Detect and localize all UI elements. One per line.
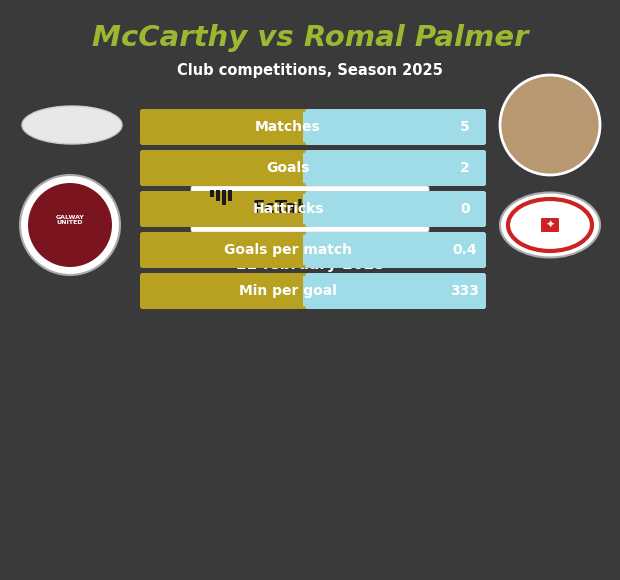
Text: 0: 0 — [460, 202, 470, 216]
Text: FcTables.com: FcTables.com — [252, 199, 388, 217]
Circle shape — [500, 75, 600, 175]
FancyBboxPatch shape — [140, 150, 321, 186]
FancyBboxPatch shape — [305, 273, 486, 309]
Bar — [303, 112, 323, 142]
FancyBboxPatch shape — [140, 191, 486, 227]
Bar — [228, 190, 232, 201]
Text: 0.4: 0.4 — [453, 243, 477, 257]
Circle shape — [28, 183, 112, 267]
Text: GALWAY
UNITED: GALWAY UNITED — [56, 215, 84, 226]
Text: 333: 333 — [451, 284, 479, 298]
FancyBboxPatch shape — [140, 273, 486, 309]
FancyBboxPatch shape — [305, 109, 486, 145]
FancyBboxPatch shape — [300, 191, 486, 227]
Text: Goals: Goals — [267, 161, 309, 175]
Text: McCarthy vs Romal Palmer: McCarthy vs Romal Palmer — [92, 24, 528, 52]
Text: Matches: Matches — [255, 120, 321, 134]
FancyBboxPatch shape — [191, 186, 429, 232]
Bar — [146, 276, 313, 306]
Text: Min per goal: Min per goal — [239, 284, 337, 298]
FancyBboxPatch shape — [140, 232, 486, 268]
Text: 22 february 2025: 22 february 2025 — [236, 256, 384, 271]
Bar — [146, 235, 313, 265]
Bar — [303, 194, 323, 224]
Bar — [303, 235, 323, 265]
Bar — [216, 190, 220, 201]
Text: Goals per match: Goals per match — [224, 243, 352, 257]
FancyBboxPatch shape — [300, 150, 486, 186]
FancyBboxPatch shape — [140, 109, 321, 145]
FancyBboxPatch shape — [305, 232, 486, 268]
FancyBboxPatch shape — [140, 150, 486, 186]
Text: Club competitions, Season 2025: Club competitions, Season 2025 — [177, 63, 443, 78]
FancyBboxPatch shape — [140, 191, 321, 227]
FancyBboxPatch shape — [140, 232, 321, 268]
Bar — [146, 194, 313, 224]
Ellipse shape — [508, 199, 592, 251]
Bar — [303, 276, 323, 306]
FancyBboxPatch shape — [300, 232, 486, 268]
Bar — [146, 112, 313, 142]
Bar — [146, 153, 313, 183]
Ellipse shape — [22, 106, 122, 144]
Ellipse shape — [500, 193, 600, 258]
Bar — [222, 190, 226, 205]
FancyBboxPatch shape — [305, 191, 486, 227]
Text: Hattricks: Hattricks — [252, 202, 324, 216]
FancyBboxPatch shape — [305, 150, 486, 186]
Text: 2: 2 — [460, 161, 470, 175]
FancyBboxPatch shape — [541, 218, 559, 232]
FancyBboxPatch shape — [140, 273, 321, 309]
Text: ✦: ✦ — [546, 220, 555, 230]
Bar — [303, 153, 323, 183]
Circle shape — [20, 175, 120, 275]
FancyBboxPatch shape — [300, 109, 486, 145]
FancyBboxPatch shape — [300, 273, 486, 309]
Text: 5: 5 — [460, 120, 470, 134]
FancyBboxPatch shape — [140, 109, 486, 145]
Bar — [210, 190, 214, 197]
